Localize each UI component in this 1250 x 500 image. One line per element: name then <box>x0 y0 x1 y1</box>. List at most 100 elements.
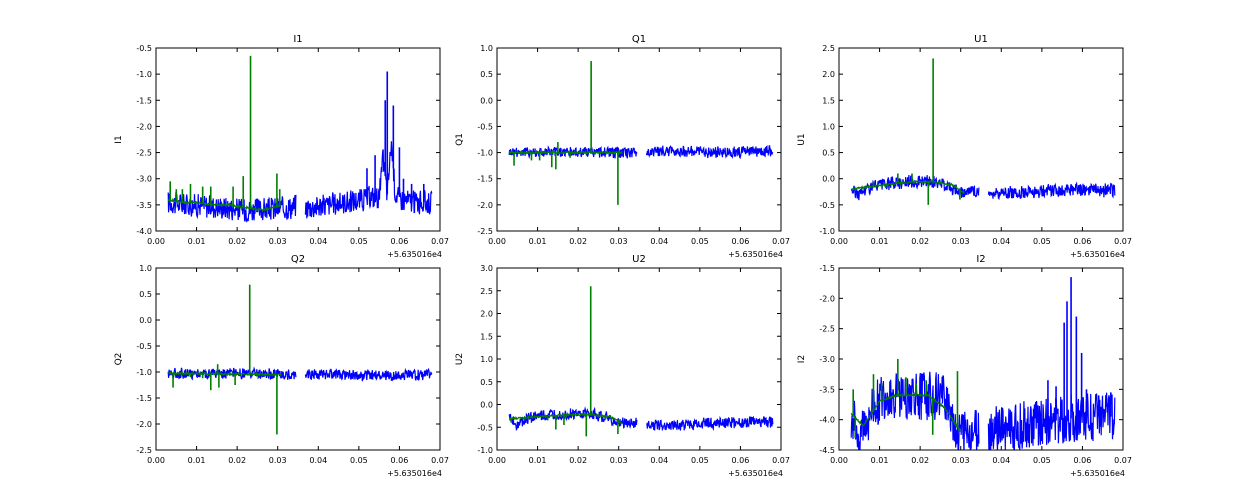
x-tick-label: 0.00 <box>488 456 506 465</box>
x-tick-label: 0.02 <box>569 237 587 246</box>
y-tick-label: 2.0 <box>480 310 493 319</box>
x-tick-label: 0.07 <box>772 456 790 465</box>
y-tick-label: 2.5 <box>480 287 493 296</box>
plot-area <box>850 58 1116 205</box>
y-tick-label: 1.5 <box>480 332 493 341</box>
x-tick-label: 0.04 <box>650 456 668 465</box>
y-tick-label: -2.0 <box>819 294 835 303</box>
y-tick-label: -2.0 <box>477 201 493 210</box>
y-tick-label: 0.5 <box>139 290 152 299</box>
x-tick-label: 0.02 <box>911 237 929 246</box>
series-trace <box>304 141 433 219</box>
y-tick-label: -2.0 <box>136 122 152 131</box>
series-trace <box>850 392 961 432</box>
x-tick-label: 0.02 <box>228 456 246 465</box>
subplot-u2: 0.00 0.01 0.02 0.03 0.04 0.05 0.06 0.07 -1.0 -0.5… <box>455 254 790 478</box>
y-tick-label: 3.0 <box>480 264 493 273</box>
series-green <box>167 284 282 435</box>
subplot-title: U2 <box>632 254 646 265</box>
y-tick-label: -1.0 <box>136 70 152 79</box>
y-tick-label: -1.0 <box>136 368 152 377</box>
y-tick-label: -1.5 <box>136 96 152 105</box>
plot-area <box>167 284 433 435</box>
axes-frame <box>155 267 441 451</box>
subplot-title: Q1 <box>632 34 646 45</box>
x-offset-label: +5.635016e4 <box>387 250 442 259</box>
y-tick-label: -0.5 <box>136 44 152 53</box>
x-tick-label: 0.07 <box>1114 456 1132 465</box>
y-tick-label: -3.0 <box>136 175 152 184</box>
axes-frame <box>155 47 441 232</box>
plot-area <box>850 277 1116 450</box>
y-tick-label: -0.5 <box>477 122 493 131</box>
x-tick-label: 0.02 <box>228 237 246 246</box>
subplot-title: U1 <box>974 34 988 45</box>
series-trace <box>987 392 1116 450</box>
y-tick-label: -3.0 <box>819 355 835 364</box>
x-offset-label: +5.635016e4 <box>387 469 442 478</box>
x-tick-label: 0.03 <box>269 237 287 246</box>
x-tick-label: 0.03 <box>269 456 287 465</box>
y-tick-label: 0.5 <box>480 378 493 387</box>
x-tick-label: 0.01 <box>188 237 206 246</box>
subplot-q1: 0.00 0.01 0.02 0.03 0.04 0.05 0.06 0.07 -2.5 -2.0… <box>455 34 790 259</box>
x-tick-label: 0.03 <box>610 237 628 246</box>
x-tick-label: 0.00 <box>488 237 506 246</box>
y-tick-label: -0.5 <box>477 423 493 432</box>
series-green <box>850 58 965 205</box>
y-tick-label: -4.0 <box>819 416 835 425</box>
y-tick-label: -2.5 <box>477 227 493 236</box>
subplot-i2: 0.00 0.01 0.02 0.03 0.04 0.05 0.06 0.07 -4.5 -4.0… <box>797 254 1132 478</box>
x-offset-label: +5.635016e4 <box>1070 469 1125 478</box>
x-tick-label: 0.05 <box>350 237 368 246</box>
y-axis-label: I1 <box>114 135 124 143</box>
y-axis-label: U2 <box>455 353 465 365</box>
subplot-u1: 0.00 0.01 0.02 0.03 0.04 0.05 0.06 0.07 -1.0 -0.5… <box>797 34 1132 259</box>
y-tick-label: 0.0 <box>139 316 152 325</box>
x-tick-label: 0.01 <box>871 237 889 246</box>
x-tick-label: 0.03 <box>952 237 970 246</box>
y-tick-label: 1.0 <box>480 44 493 53</box>
series-green <box>167 55 282 212</box>
y-tick-label: -2.5 <box>136 446 152 455</box>
axes-frame <box>838 47 1124 232</box>
x-tick-label: 0.04 <box>992 456 1010 465</box>
y-tick-label: 0.5 <box>822 149 835 158</box>
series-trace <box>167 197 282 212</box>
y-axis-label: Q1 <box>455 133 465 146</box>
plot-area <box>508 61 774 205</box>
x-tick-label: 0.04 <box>309 456 327 465</box>
series-trace <box>645 145 774 160</box>
x-tick-label: 0.02 <box>569 456 587 465</box>
x-offset-label: +5.635016e4 <box>728 469 783 478</box>
y-tick-label: -0.5 <box>136 342 152 351</box>
y-tick-label: -1.5 <box>136 394 152 403</box>
x-tick-label: 0.01 <box>871 456 889 465</box>
x-tick-label: 0.04 <box>992 237 1010 246</box>
x-tick-label: 0.03 <box>610 456 628 465</box>
series-trace <box>304 367 433 382</box>
series-trace <box>167 366 297 381</box>
y-tick-label: 1.0 <box>480 355 493 364</box>
y-tick-label: -1.0 <box>477 149 493 158</box>
x-tick-label: 0.00 <box>830 237 848 246</box>
axes-frame <box>496 47 782 232</box>
series-trace <box>508 406 638 432</box>
x-tick-label: 0.07 <box>431 456 449 465</box>
y-tick-label: 0.5 <box>480 70 493 79</box>
series-trace <box>509 412 623 425</box>
y-tick-label: -0.5 <box>819 201 835 210</box>
x-tick-label: 0.00 <box>147 237 165 246</box>
x-tick-label: 0.06 <box>1074 237 1092 246</box>
x-tick-label: 0.05 <box>691 456 709 465</box>
x-tick-label: 0.03 <box>952 456 970 465</box>
x-tick-label: 0.06 <box>391 237 409 246</box>
series-blue <box>167 71 433 223</box>
x-tick-label: 0.02 <box>911 456 929 465</box>
x-tick-label: 0.05 <box>1033 237 1051 246</box>
x-offset-label: +5.635016e4 <box>728 250 783 259</box>
subplot-title: Q2 <box>291 254 305 265</box>
y-tick-label: 1.5 <box>822 96 835 105</box>
series-trace <box>987 181 1116 200</box>
y-tick-label: 2.5 <box>822 44 835 53</box>
